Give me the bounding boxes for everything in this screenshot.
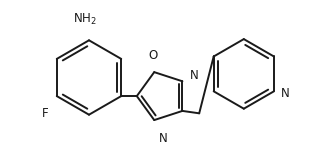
Text: F: F <box>42 107 48 120</box>
Text: O: O <box>148 49 158 62</box>
Text: N: N <box>159 132 167 145</box>
Text: NH$_2$: NH$_2$ <box>73 12 97 27</box>
Text: N: N <box>281 87 290 100</box>
Text: N: N <box>190 69 198 82</box>
